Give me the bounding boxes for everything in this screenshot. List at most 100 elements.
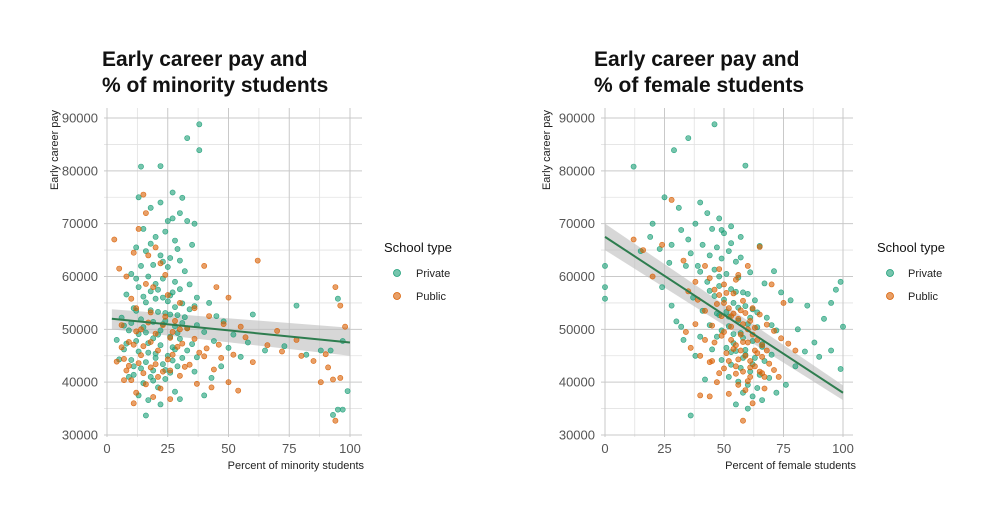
point-private	[303, 351, 310, 358]
point-public	[203, 345, 210, 352]
x-tick-label: 100	[339, 441, 361, 456]
point-private	[714, 244, 720, 251]
point-private	[179, 354, 186, 361]
point-public	[152, 244, 159, 251]
point-private	[142, 412, 149, 419]
point-public	[728, 323, 734, 330]
point-public	[152, 361, 159, 368]
point-private	[244, 339, 251, 346]
point-public	[128, 295, 135, 302]
point-public	[744, 339, 751, 346]
point-public	[697, 352, 704, 359]
point-public	[176, 326, 183, 333]
point-private	[706, 252, 713, 259]
point-private	[685, 236, 692, 243]
point-private	[792, 363, 799, 370]
point-private	[174, 312, 181, 318]
point-public	[711, 339, 718, 346]
point-public	[176, 299, 183, 306]
trend-confidence-band	[111, 309, 350, 356]
point-public	[174, 343, 181, 350]
point-private	[699, 241, 706, 248]
point-private	[697, 268, 704, 275]
point-private	[602, 295, 608, 302]
y-tick-label: 60000	[62, 269, 98, 284]
legend-key-private	[886, 269, 894, 277]
point-private	[225, 344, 232, 351]
legend-label-private: Private	[416, 268, 450, 280]
point-public	[133, 389, 140, 396]
point-private	[694, 262, 701, 269]
point-private	[837, 278, 844, 285]
point-public	[155, 347, 161, 354]
point-private	[811, 339, 818, 346]
point-public	[723, 350, 730, 356]
point-public	[167, 334, 174, 341]
point-public	[123, 367, 130, 374]
point-public	[744, 262, 751, 269]
point-public	[733, 276, 739, 283]
point-public	[172, 317, 178, 324]
y-tick-label: 50000	[559, 322, 595, 337]
point-private	[754, 385, 761, 391]
point-public	[125, 339, 132, 345]
point-public	[152, 330, 159, 337]
point-private	[744, 290, 751, 297]
point-public	[763, 321, 770, 328]
point-public	[780, 299, 787, 306]
point-private	[176, 396, 183, 402]
point-public	[725, 390, 732, 397]
point-private	[828, 347, 834, 354]
point-public	[659, 241, 665, 248]
point-private	[317, 347, 324, 354]
point-public	[121, 355, 127, 362]
point-private	[191, 368, 198, 375]
point-public	[317, 379, 324, 386]
point-private	[692, 352, 699, 359]
point-public	[342, 323, 348, 330]
point-private	[744, 405, 751, 412]
x-tick-labels: 0 25 50 75 100	[103, 441, 360, 456]
point-public	[142, 280, 149, 287]
point-private	[130, 371, 137, 378]
point-private	[742, 346, 749, 353]
point-public	[735, 315, 742, 322]
point-private	[711, 293, 718, 299]
x-tick-label: 0	[103, 441, 110, 456]
point-public	[692, 278, 699, 285]
point-public	[135, 360, 142, 366]
point-private	[685, 135, 692, 141]
point-private	[804, 302, 811, 309]
point-public	[771, 327, 777, 334]
point-public	[737, 331, 744, 338]
point-private	[152, 295, 159, 302]
point-private	[210, 338, 217, 344]
point-public	[147, 339, 154, 345]
x-tick-label: 0	[601, 441, 608, 456]
point-private	[145, 397, 152, 403]
point-public	[169, 329, 176, 335]
point-public	[142, 210, 149, 216]
point-private	[164, 298, 171, 305]
point-private	[671, 147, 677, 154]
point-private	[113, 336, 120, 343]
point-private	[157, 401, 164, 408]
point-private	[718, 357, 725, 363]
point-public	[706, 393, 713, 400]
point-private	[740, 289, 746, 296]
point-private	[201, 329, 208, 335]
point-public	[771, 367, 777, 373]
point-private	[692, 220, 699, 227]
point-private	[169, 357, 176, 364]
y-tick-label: 80000	[62, 163, 98, 178]
y-tick-label: 30000	[559, 428, 595, 443]
point-public	[264, 342, 271, 349]
point-public	[332, 417, 339, 424]
point-private	[773, 389, 780, 396]
point-private	[766, 374, 773, 381]
y-tick-labels: 30000 40000 50000 60000 70000 80000 90000	[62, 111, 98, 443]
point-public	[754, 350, 761, 356]
x-tick-label: 50	[717, 441, 731, 456]
point-public	[744, 378, 751, 384]
